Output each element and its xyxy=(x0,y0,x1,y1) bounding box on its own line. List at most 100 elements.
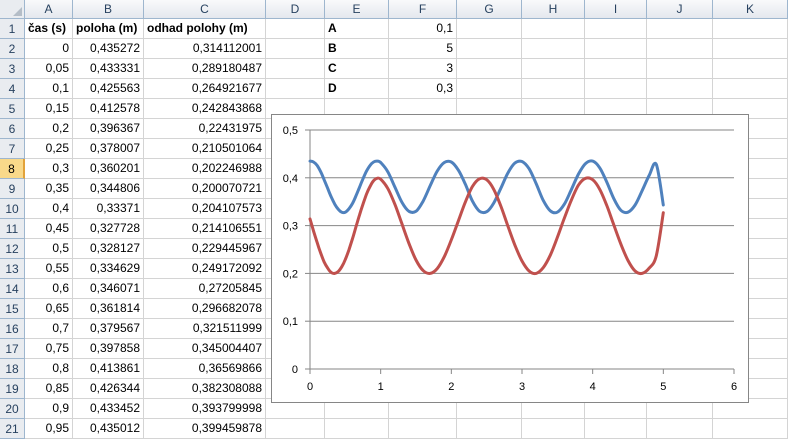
cell-g3[interactable] xyxy=(457,59,522,79)
cell-h4[interactable] xyxy=(522,79,585,99)
cell-i3[interactable] xyxy=(585,59,647,79)
cell-i2[interactable] xyxy=(585,39,647,59)
row-header-10[interactable]: 10 xyxy=(0,199,25,219)
cell-f2[interactable]: 5 xyxy=(389,39,457,59)
cell-e21[interactable] xyxy=(325,419,389,439)
cell-b5[interactable]: 0,412578 xyxy=(73,99,144,119)
row-header-11[interactable]: 11 xyxy=(0,219,25,239)
cell-a2[interactable]: 0 xyxy=(25,39,73,59)
cell-h1[interactable] xyxy=(522,19,585,39)
cell-i20[interactable] xyxy=(585,399,647,419)
cell-a6[interactable]: 0,2 xyxy=(25,119,73,139)
cell-e20[interactable] xyxy=(325,399,389,419)
cell-a18[interactable]: 0,8 xyxy=(25,359,73,379)
cell-c1[interactable]: odhad polohy (m) xyxy=(144,19,266,39)
cell-b8[interactable]: 0,360201 xyxy=(73,159,144,179)
row-header-18[interactable]: 18 xyxy=(0,359,25,379)
row-header-7[interactable]: 7 xyxy=(0,139,25,159)
cell-f4[interactable]: 0,3 xyxy=(389,79,457,99)
cell-b20[interactable]: 0,433452 xyxy=(73,399,144,419)
cell-b18[interactable]: 0,413861 xyxy=(73,359,144,379)
cell-b4[interactable]: 0,425563 xyxy=(73,79,144,99)
cell-c12[interactable]: 0,229445967 xyxy=(144,239,266,259)
cell-a10[interactable]: 0,4 xyxy=(25,199,73,219)
cell-d1[interactable] xyxy=(266,19,325,39)
cell-b17[interactable]: 0,397858 xyxy=(73,339,144,359)
cell-c4[interactable]: 0,264921677 xyxy=(144,79,266,99)
cell-d3[interactable] xyxy=(266,59,325,79)
row-header-21[interactable]: 21 xyxy=(0,419,25,439)
cell-j3[interactable] xyxy=(647,59,713,79)
cell-b1[interactable]: poloha (m) xyxy=(73,19,144,39)
cell-b10[interactable]: 0,33371 xyxy=(73,199,144,219)
cell-c17[interactable]: 0,345004407 xyxy=(144,339,266,359)
cell-a9[interactable]: 0,35 xyxy=(25,179,73,199)
cell-h21[interactable] xyxy=(522,419,585,439)
cell-j4[interactable] xyxy=(647,79,713,99)
cell-c10[interactable]: 0,204107573 xyxy=(144,199,266,219)
cell-a1[interactable]: čas (s) xyxy=(25,19,73,39)
cell-b19[interactable]: 0,426344 xyxy=(73,379,144,399)
cell-a4[interactable]: 0,1 xyxy=(25,79,73,99)
cell-a3[interactable]: 0,05 xyxy=(25,59,73,79)
cell-f21[interactable] xyxy=(389,419,457,439)
row-header-2[interactable]: 2 xyxy=(0,39,25,59)
cell-i21[interactable] xyxy=(585,419,647,439)
cell-c8[interactable]: 0,202246988 xyxy=(144,159,266,179)
cell-h2[interactable] xyxy=(522,39,585,59)
cell-a14[interactable]: 0,6 xyxy=(25,279,73,299)
cell-g2[interactable] xyxy=(457,39,522,59)
cell-c5[interactable]: 0,242843868 xyxy=(144,99,266,119)
column-header-c[interactable]: C xyxy=(144,0,266,19)
cell-e3[interactable]: C xyxy=(325,59,389,79)
cell-e2[interactable]: B xyxy=(325,39,389,59)
cell-b15[interactable]: 0,361814 xyxy=(73,299,144,319)
cell-a7[interactable]: 0,25 xyxy=(25,139,73,159)
cell-c21[interactable]: 0,399459878 xyxy=(144,419,266,439)
cell-i1[interactable] xyxy=(585,19,647,39)
row-header-16[interactable]: 16 xyxy=(0,319,25,339)
cell-b3[interactable]: 0,433331 xyxy=(73,59,144,79)
cell-c11[interactable]: 0,214106551 xyxy=(144,219,266,239)
cell-c20[interactable]: 0,393799998 xyxy=(144,399,266,419)
cell-c3[interactable]: 0,289180487 xyxy=(144,59,266,79)
cell-d4[interactable] xyxy=(266,79,325,99)
row-header-14[interactable]: 14 xyxy=(0,279,25,299)
row-header-15[interactable]: 15 xyxy=(0,299,25,319)
column-header-f[interactable]: F xyxy=(389,0,457,19)
column-header-b[interactable]: B xyxy=(73,0,144,19)
cell-c19[interactable]: 0,382308088 xyxy=(144,379,266,399)
column-header-i[interactable]: I xyxy=(585,0,647,19)
cell-h3[interactable] xyxy=(522,59,585,79)
cell-a21[interactable]: 0,95 xyxy=(25,419,73,439)
cell-a12[interactable]: 0,5 xyxy=(25,239,73,259)
cell-c7[interactable]: 0,210501064 xyxy=(144,139,266,159)
cell-j20[interactable] xyxy=(647,399,713,419)
cell-j2[interactable] xyxy=(647,39,713,59)
cell-c15[interactable]: 0,296682078 xyxy=(144,299,266,319)
cell-f3[interactable]: 3 xyxy=(389,59,457,79)
cell-c14[interactable]: 0,27205845 xyxy=(144,279,266,299)
row-header-13[interactable]: 13 xyxy=(0,259,25,279)
cell-c18[interactable]: 0,36569866 xyxy=(144,359,266,379)
cell-j21[interactable] xyxy=(647,419,713,439)
cell-b12[interactable]: 0,328127 xyxy=(73,239,144,259)
cell-d2[interactable] xyxy=(266,39,325,59)
cell-d21[interactable] xyxy=(266,419,325,439)
row-header-3[interactable]: 3 xyxy=(0,59,25,79)
cell-c13[interactable]: 0,249172092 xyxy=(144,259,266,279)
cell-g21[interactable] xyxy=(457,419,522,439)
select-all-corner[interactable] xyxy=(0,0,25,19)
cell-k2[interactable] xyxy=(713,39,788,59)
column-header-g[interactable]: G xyxy=(457,0,522,19)
cell-b2[interactable]: 0,435272 xyxy=(73,39,144,59)
cell-e1[interactable]: A xyxy=(325,19,389,39)
cell-a11[interactable]: 0,45 xyxy=(25,219,73,239)
cell-c6[interactable]: 0,22431975 xyxy=(144,119,266,139)
cell-a15[interactable]: 0,65 xyxy=(25,299,73,319)
cell-j1[interactable] xyxy=(647,19,713,39)
cell-e4[interactable]: D xyxy=(325,79,389,99)
cell-a19[interactable]: 0,85 xyxy=(25,379,73,399)
cell-h20[interactable] xyxy=(522,399,585,419)
cell-d20[interactable] xyxy=(266,399,325,419)
